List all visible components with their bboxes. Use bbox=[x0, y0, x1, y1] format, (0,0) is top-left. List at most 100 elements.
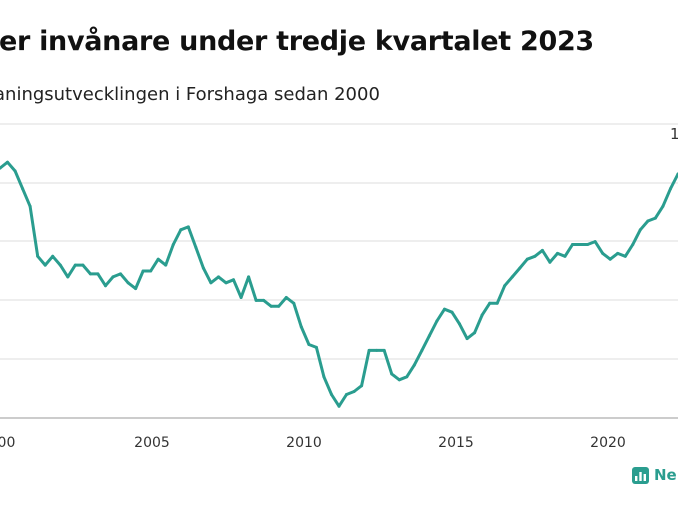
data-point bbox=[28, 204, 32, 208]
data-point bbox=[450, 310, 454, 314]
data-point bbox=[322, 375, 326, 379]
data-point bbox=[653, 216, 657, 220]
population-line bbox=[0, 160, 678, 408]
data-point bbox=[345, 393, 348, 396]
data-point bbox=[239, 296, 243, 299]
data-point bbox=[269, 304, 273, 308]
data-point bbox=[66, 275, 70, 279]
data-points bbox=[0, 160, 678, 408]
data-point bbox=[96, 272, 100, 276]
data-point bbox=[194, 246, 198, 249]
data-point bbox=[164, 263, 168, 267]
data-point bbox=[156, 257, 160, 261]
data-point bbox=[412, 363, 416, 367]
data-point bbox=[81, 263, 85, 267]
data-point bbox=[608, 257, 612, 261]
x-tick-label: 2015 bbox=[438, 435, 474, 451]
data-point bbox=[73, 263, 77, 267]
data-point bbox=[646, 219, 650, 223]
chart-subtitle: aningsutvecklingen i Forshaga sedan 2000 bbox=[0, 84, 380, 105]
data-point bbox=[88, 272, 92, 276]
data-point bbox=[284, 296, 288, 299]
data-point bbox=[578, 243, 582, 246]
data-point bbox=[13, 169, 17, 173]
data-point bbox=[443, 307, 446, 311]
data-point bbox=[571, 243, 574, 246]
data-point bbox=[119, 272, 122, 276]
data-point bbox=[563, 254, 567, 258]
data-point bbox=[405, 375, 409, 379]
data-point bbox=[201, 266, 205, 270]
data-point bbox=[111, 275, 115, 279]
x-tick-label: 2010 bbox=[286, 435, 322, 451]
data-point bbox=[209, 281, 213, 285]
data-point bbox=[623, 254, 627, 258]
chart-title: ler invånare under tredje kvartalet 2023 bbox=[0, 26, 594, 57]
data-point bbox=[593, 240, 597, 244]
data-point bbox=[299, 325, 303, 329]
data-point bbox=[503, 284, 507, 288]
data-point bbox=[21, 187, 25, 191]
x-tick-label: 2005 bbox=[134, 435, 170, 451]
data-point bbox=[661, 204, 665, 208]
data-point bbox=[217, 275, 220, 279]
data-point bbox=[36, 254, 40, 258]
data-point bbox=[488, 301, 492, 305]
data-point bbox=[548, 260, 552, 264]
data-point bbox=[232, 278, 235, 282]
data-point bbox=[292, 301, 296, 305]
data-point bbox=[533, 254, 537, 258]
data-point bbox=[134, 287, 138, 291]
x-axis-ticks: 000 2005 2010 2015 2020 bbox=[0, 435, 626, 451]
x-tick-label: 2020 bbox=[590, 435, 626, 451]
data-point bbox=[104, 284, 107, 288]
data-point bbox=[465, 337, 469, 341]
data-point bbox=[427, 334, 431, 338]
data-point bbox=[330, 393, 333, 396]
peak-value-label: 1 bbox=[670, 125, 678, 143]
gridlines bbox=[0, 123, 678, 419]
data-point bbox=[186, 225, 190, 229]
data-point bbox=[149, 269, 153, 273]
data-point bbox=[397, 378, 401, 382]
data-point bbox=[307, 343, 311, 346]
data-point bbox=[631, 243, 635, 246]
data-point bbox=[247, 275, 251, 279]
data-point bbox=[337, 404, 341, 408]
data-point bbox=[601, 251, 605, 255]
data-point bbox=[254, 298, 258, 302]
data-point bbox=[420, 348, 424, 352]
data-point bbox=[382, 348, 386, 352]
data-point bbox=[43, 263, 47, 267]
bar-chart-icon bbox=[632, 466, 649, 484]
data-point bbox=[51, 254, 55, 258]
data-point bbox=[510, 275, 514, 279]
data-point bbox=[262, 298, 266, 302]
data-point bbox=[58, 263, 62, 267]
brand-label: Ne bbox=[654, 466, 677, 484]
data-point bbox=[0, 166, 2, 170]
data-point bbox=[556, 251, 559, 255]
data-point bbox=[525, 257, 529, 261]
data-point bbox=[669, 187, 672, 191]
data-point bbox=[314, 345, 318, 349]
brand-logo: Ne bbox=[632, 466, 677, 484]
x-tick-label: 000 bbox=[0, 435, 15, 451]
data-point bbox=[179, 228, 183, 232]
data-point bbox=[141, 269, 145, 273]
data-point bbox=[518, 266, 522, 270]
data-point bbox=[473, 331, 477, 335]
data-point bbox=[638, 228, 642, 232]
data-point bbox=[224, 281, 228, 285]
data-point bbox=[458, 322, 461, 326]
data-point bbox=[495, 301, 499, 305]
data-point bbox=[616, 251, 620, 255]
data-point bbox=[277, 304, 281, 308]
data-point bbox=[126, 281, 130, 285]
data-point bbox=[367, 348, 371, 352]
data-point bbox=[390, 372, 394, 376]
data-point bbox=[352, 390, 356, 393]
data-point bbox=[171, 243, 175, 246]
data-point bbox=[540, 248, 544, 252]
